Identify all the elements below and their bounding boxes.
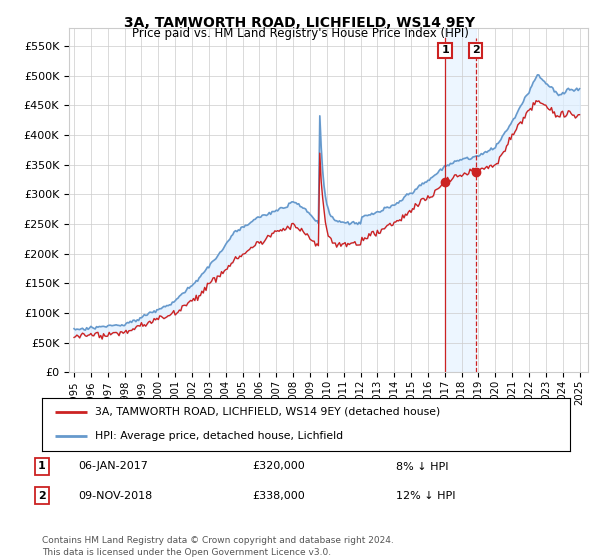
Text: 09-NOV-2018: 09-NOV-2018 <box>78 491 152 501</box>
Text: £338,000: £338,000 <box>252 491 305 501</box>
Text: 3A, TAMWORTH ROAD, LICHFIELD, WS14 9EY (detached house): 3A, TAMWORTH ROAD, LICHFIELD, WS14 9EY (… <box>95 407 440 417</box>
Text: HPI: Average price, detached house, Lichfield: HPI: Average price, detached house, Lich… <box>95 431 343 441</box>
Text: £320,000: £320,000 <box>252 461 305 472</box>
Bar <box>445 28 476 372</box>
Text: 8% ↓ HPI: 8% ↓ HPI <box>396 461 449 472</box>
Text: 12% ↓ HPI: 12% ↓ HPI <box>396 491 455 501</box>
Text: Contains HM Land Registry data © Crown copyright and database right 2024.
This d: Contains HM Land Registry data © Crown c… <box>42 536 394 557</box>
Text: 3A, TAMWORTH ROAD, LICHFIELD, WS14 9EY: 3A, TAMWORTH ROAD, LICHFIELD, WS14 9EY <box>124 16 476 30</box>
Text: Price paid vs. HM Land Registry's House Price Index (HPI): Price paid vs. HM Land Registry's House … <box>131 27 469 40</box>
Text: 1: 1 <box>38 461 46 472</box>
Text: 2: 2 <box>38 491 46 501</box>
Text: 1: 1 <box>441 45 449 55</box>
Text: 06-JAN-2017: 06-JAN-2017 <box>78 461 148 472</box>
Text: 2: 2 <box>472 45 479 55</box>
